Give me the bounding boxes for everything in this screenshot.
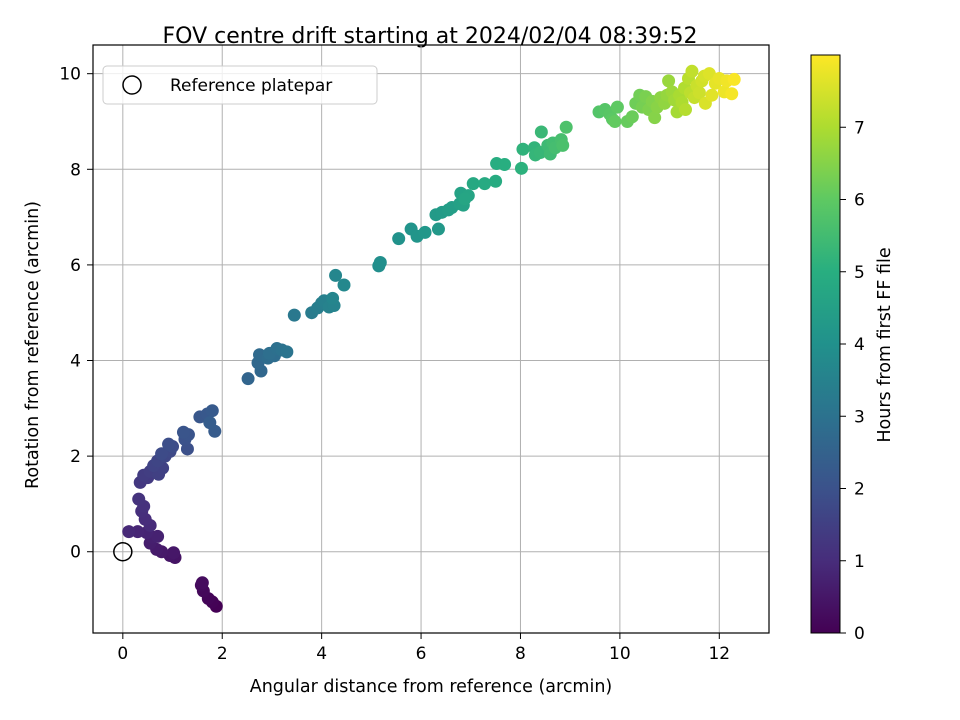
- data-point: [176, 425, 190, 439]
- legend-marker: [122, 75, 142, 95]
- legend-entry: Reference platepar: [170, 76, 332, 96]
- data-point: [241, 372, 255, 386]
- data-point: [662, 74, 676, 88]
- colorbar-tick-label: 0: [854, 624, 865, 644]
- colorbar-tick-label: 4: [854, 335, 865, 355]
- data-point: [205, 404, 219, 418]
- colorbar-tick-label: 2: [854, 480, 865, 500]
- data-point: [559, 120, 573, 134]
- data-point: [392, 232, 406, 246]
- x-axis-ticks: 0 2 4 6 8 10 12: [117, 633, 730, 664]
- colorbar-tick-label: 7: [854, 118, 865, 138]
- data-point: [702, 67, 716, 81]
- data-point: [132, 492, 146, 506]
- data-point: [478, 177, 492, 191]
- data-point: [678, 103, 692, 117]
- colorbar-tick-label: 5: [854, 263, 865, 283]
- x-axis-label: Angular distance from reference (arcmin): [250, 677, 613, 697]
- data-point: [287, 308, 301, 322]
- data-point: [516, 142, 530, 156]
- data-point: [167, 546, 181, 560]
- y-tick-label: 4: [70, 352, 81, 372]
- data-point: [685, 64, 699, 78]
- scatter-points: [122, 64, 741, 613]
- grid-lines: [93, 45, 769, 633]
- y-tick-label: 2: [70, 447, 81, 467]
- x-tick-label: 10: [609, 644, 631, 664]
- x-tick-label: 6: [416, 644, 427, 664]
- x-tick-label: 4: [316, 644, 327, 664]
- data-point: [326, 291, 340, 305]
- data-point: [625, 110, 639, 124]
- y-tick-label: 10: [59, 65, 81, 85]
- y-tick-label: 8: [70, 160, 81, 180]
- reference-point: [113, 541, 133, 562]
- colorbar-ticks: 0 1 2 3 4 5 6 7: [840, 118, 865, 644]
- data-point: [203, 416, 217, 430]
- plot-frame: [92, 44, 770, 634]
- data-point: [705, 88, 719, 102]
- y-tick-label: 0: [70, 543, 81, 563]
- data-point: [534, 125, 548, 139]
- colorbar: 0 1 2 3 4 5 6 7 Hours from first FF file: [810, 54, 895, 644]
- colorbar-tick-label: 3: [854, 407, 865, 427]
- data-point: [162, 437, 176, 451]
- data-point: [155, 447, 169, 461]
- data-point: [431, 222, 445, 236]
- y-axis-ticks: 0 2 4 6 8 10: [59, 65, 93, 563]
- data-point: [329, 268, 343, 282]
- data-point: [727, 72, 741, 86]
- x-tick-label: 2: [217, 644, 228, 664]
- colorbar-tick-label: 6: [854, 191, 865, 211]
- data-point: [418, 225, 432, 239]
- colorbar-tick-label: 1: [854, 552, 865, 572]
- data-point: [610, 100, 624, 114]
- colorbar-gradient: [810, 54, 841, 634]
- data-point: [514, 161, 528, 175]
- colorbar-label: Hours from first FF file: [875, 247, 895, 442]
- data-point: [556, 138, 570, 152]
- y-tick-label: 6: [70, 256, 81, 276]
- data-point: [725, 87, 739, 101]
- data-point: [337, 278, 351, 292]
- legend-box: [102, 65, 378, 105]
- x-tick-label: 8: [515, 644, 526, 664]
- x-tick-label: 0: [117, 644, 128, 664]
- data-point: [648, 111, 662, 125]
- data-point: [498, 158, 512, 172]
- data-point: [122, 525, 136, 539]
- data-point: [195, 576, 209, 590]
- data-point: [151, 529, 165, 543]
- data-point: [458, 192, 472, 206]
- legend: Reference platepar: [102, 65, 378, 105]
- data-point: [608, 114, 622, 128]
- data-point: [692, 86, 706, 100]
- data-point: [131, 525, 145, 539]
- data-point: [280, 345, 294, 359]
- y-axis-label: Rotation from reference (arcmin): [23, 201, 43, 489]
- data-point: [466, 177, 480, 191]
- data-point: [489, 174, 503, 188]
- x-tick-label: 12: [708, 644, 730, 664]
- data-point: [373, 256, 387, 270]
